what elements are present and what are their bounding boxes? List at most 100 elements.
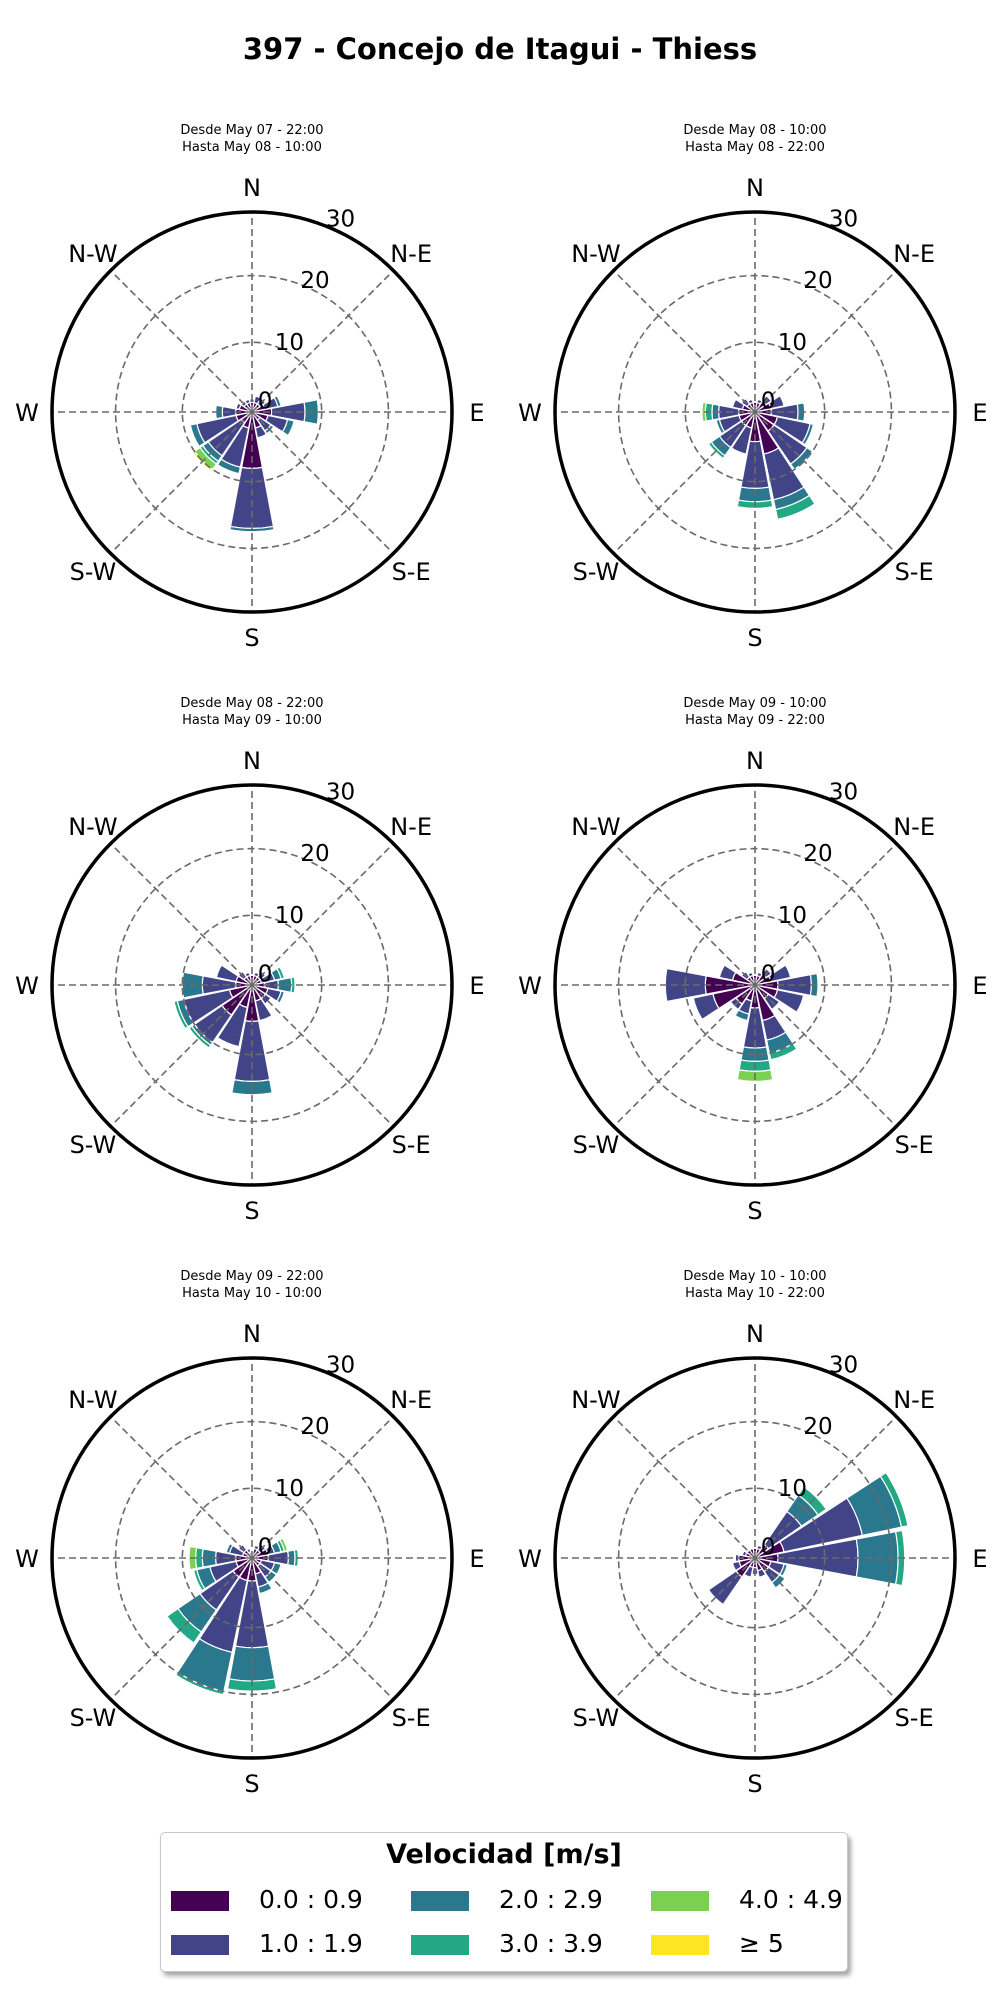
radial-gridline [251,270,394,413]
radial-tick-label: 30 [829,207,858,233]
bar-segment [774,494,816,521]
radial-gridline [251,1416,394,1559]
direction-label: S-E [392,1131,431,1159]
direction-label: S-W [573,1704,620,1732]
direction-label: S [747,1197,762,1225]
bar-segment [216,458,242,475]
legend-item-0: 0.0 : 0.9 [171,1885,391,1915]
radial-tick-label: 20 [803,841,832,867]
direction-label: N [243,747,261,775]
radial-gridline [754,1557,897,1700]
bar-segment [748,1547,756,1557]
radial-tick-label: 0 [761,389,776,415]
ring-gridline [114,847,390,1123]
bar-segment [741,1550,748,1557]
bar-segment [254,997,273,1022]
bar-segment [747,971,754,978]
radial-tick-label: 10 [275,1476,304,1502]
legend-item-1: 1.0 : 1.9 [171,1929,391,1959]
subplot-subtitle: Desde May 09 - 10:00 [683,696,826,711]
ring-gridline [181,914,323,1056]
direction-label: S-E [392,1704,431,1732]
legend-item-2: 2.0 : 2.9 [411,1885,631,1915]
radial-tick-label: 30 [326,780,355,806]
bar-segment [173,1000,189,1030]
direction-label: S [747,1770,762,1798]
direction-label: N-E [390,240,432,268]
direction-label: S [244,1197,259,1225]
direction-label: N-E [390,813,432,841]
direction-label: S-W [573,1131,620,1159]
radial-gridline [251,411,394,554]
direction-label: W [518,972,542,1000]
direction-label: N-E [893,1386,935,1414]
radial-gridline [613,1557,756,1700]
bar-segment [281,418,295,437]
direction-label: E [972,399,987,427]
direction-label: N-W [68,813,117,841]
bar-segment [730,424,753,455]
direction-label: N [243,174,261,202]
direction-label: S [244,1770,259,1798]
radial-tick-label: 30 [326,207,355,233]
bar-segment [707,1570,743,1606]
radial-gridline [613,270,756,413]
polar-frame [50,1356,454,1760]
direction-label: W [15,399,39,427]
radial-gridline [754,843,897,986]
bar-segment [244,398,251,405]
bar-segment [273,394,282,408]
radial-tick-label: 0 [258,1535,273,1561]
bar-segment [189,422,206,448]
legend-swatch [651,1891,709,1911]
ring-gridline [114,1420,390,1696]
bar-segment [731,398,745,411]
wind-rose-1: Desde May 07 - 22:00 Hasta May 08 - 10:00… [15,123,484,652]
radial-gridline [110,270,253,413]
bar-segment [257,1582,273,1595]
bar-segment [244,971,251,978]
radial-tick-label: 30 [829,780,858,806]
bar-segment [166,1607,203,1644]
direction-label: S-E [895,1704,934,1732]
ring-gridline [617,847,893,1123]
bar-segment [235,402,242,411]
direction-label: S-E [392,558,431,586]
direction-label: N-W [571,1386,620,1414]
bar-segment [188,1025,212,1049]
bar-segment [773,989,805,1013]
direction-label: W [15,1545,39,1573]
direction-label: E [469,399,484,427]
radial-tick-label: 10 [275,903,304,929]
radial-gridline [613,411,756,554]
radial-gridline [613,1416,756,1559]
subplot-subtitle: Hasta May 10 - 10:00 [182,1286,322,1301]
radial-gridline [110,411,253,554]
direction-label: N-E [390,1386,432,1414]
direction-label: S-E [895,1131,934,1159]
subplot-subtitle: Hasta May 08 - 22:00 [685,140,825,155]
direction-label: N [746,747,764,775]
legend-item-3: 3.0 : 3.9 [411,1929,631,1959]
bar-segment [245,1547,252,1554]
ring-gridline [617,1420,893,1696]
direction-label: S-W [70,558,117,586]
direction-label: N [746,1320,764,1348]
subplot-subtitle: Hasta May 08 - 10:00 [182,140,322,155]
ring-gridline [684,914,826,1056]
radial-gridline [754,1416,897,1559]
legend-label: 2.0 : 2.9 [499,1885,603,1914]
direction-label: W [518,399,542,427]
direction-label: N-W [68,240,117,268]
radial-tick-label: 10 [778,903,807,929]
radial-tick-label: 20 [803,1414,832,1440]
legend-swatch [651,1935,709,1955]
direction-label: S [244,624,259,652]
direction-label: E [469,972,484,1000]
legend-swatch [411,1891,469,1911]
ring-gridline [684,341,826,483]
radial-tick-label: 10 [778,330,807,356]
ring-gridline [617,274,893,550]
legend-item-4: 4.0 : 4.9 [651,1885,871,1915]
legend-item-5: ≥ 5 [651,1929,871,1959]
